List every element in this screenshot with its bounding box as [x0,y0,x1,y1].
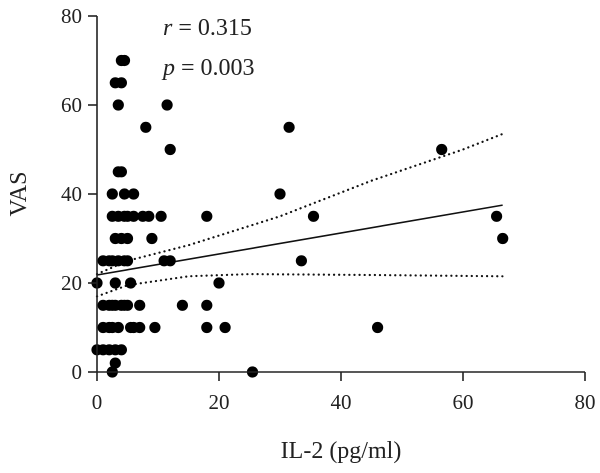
x-tick-label: 0 [92,390,103,414]
data-point [134,299,146,311]
data-point [201,210,213,222]
correlation-r-text: r = 0.315 [163,15,252,41]
data-point [164,143,176,156]
y-tick-label: 80 [61,4,82,28]
data-point [121,299,134,311]
data-point [201,321,213,334]
data-point [307,210,320,222]
data-point [115,344,127,356]
y-tick-label: 0 [72,360,83,384]
plot-area [91,54,509,378]
ci-upper-line [95,132,504,276]
data-point [149,321,161,334]
data-point [112,321,124,334]
r-symbol: r [163,15,173,41]
data-point [283,121,295,133]
data-point [121,255,134,267]
x-tick-label: 80 [575,390,596,414]
data-point [128,210,140,222]
data-point [115,166,127,178]
data-point [295,255,307,267]
data-point [140,121,152,133]
data-point [134,321,146,334]
y-tick-label: 60 [61,93,82,117]
data-point [176,299,188,311]
data-point [213,277,225,289]
p-value: = 0.003 [175,55,255,81]
data-point [155,210,167,222]
data-point [161,99,173,111]
data-point [109,357,121,369]
y-axis-label: VAS [6,172,32,217]
data-point [115,77,127,89]
data-point [143,210,155,222]
data-point [146,232,158,245]
y-tick-label: 40 [61,182,82,206]
data-point [491,210,503,222]
data-point [201,299,213,311]
r-value: = 0.315 [172,15,252,41]
data-point [164,255,176,267]
p-symbol: p [161,55,175,81]
data-point [109,277,121,289]
data-point [118,188,131,200]
data-point [128,188,140,200]
ci-lower-line [95,272,504,298]
data-point [274,188,286,200]
p-value-text: p = 0.003 [161,55,255,81]
data-point [106,188,118,200]
axis-ticks: 0 20 40 60 80 0 20 40 60 80 [61,4,596,414]
x-axis-label: IL-2 (pg/ml) [281,438,402,464]
data-point [436,143,448,156]
data-point [219,321,231,334]
x-tick-label: 40 [331,390,352,414]
data-point [125,277,137,289]
data-point [112,99,124,111]
data-point [497,232,509,245]
y-tick-label: 20 [61,271,82,295]
x-tick-label: 20 [209,390,230,414]
data-point [121,232,134,245]
data-point [372,321,384,334]
data-point [118,54,131,67]
x-tick-label: 60 [453,390,474,414]
